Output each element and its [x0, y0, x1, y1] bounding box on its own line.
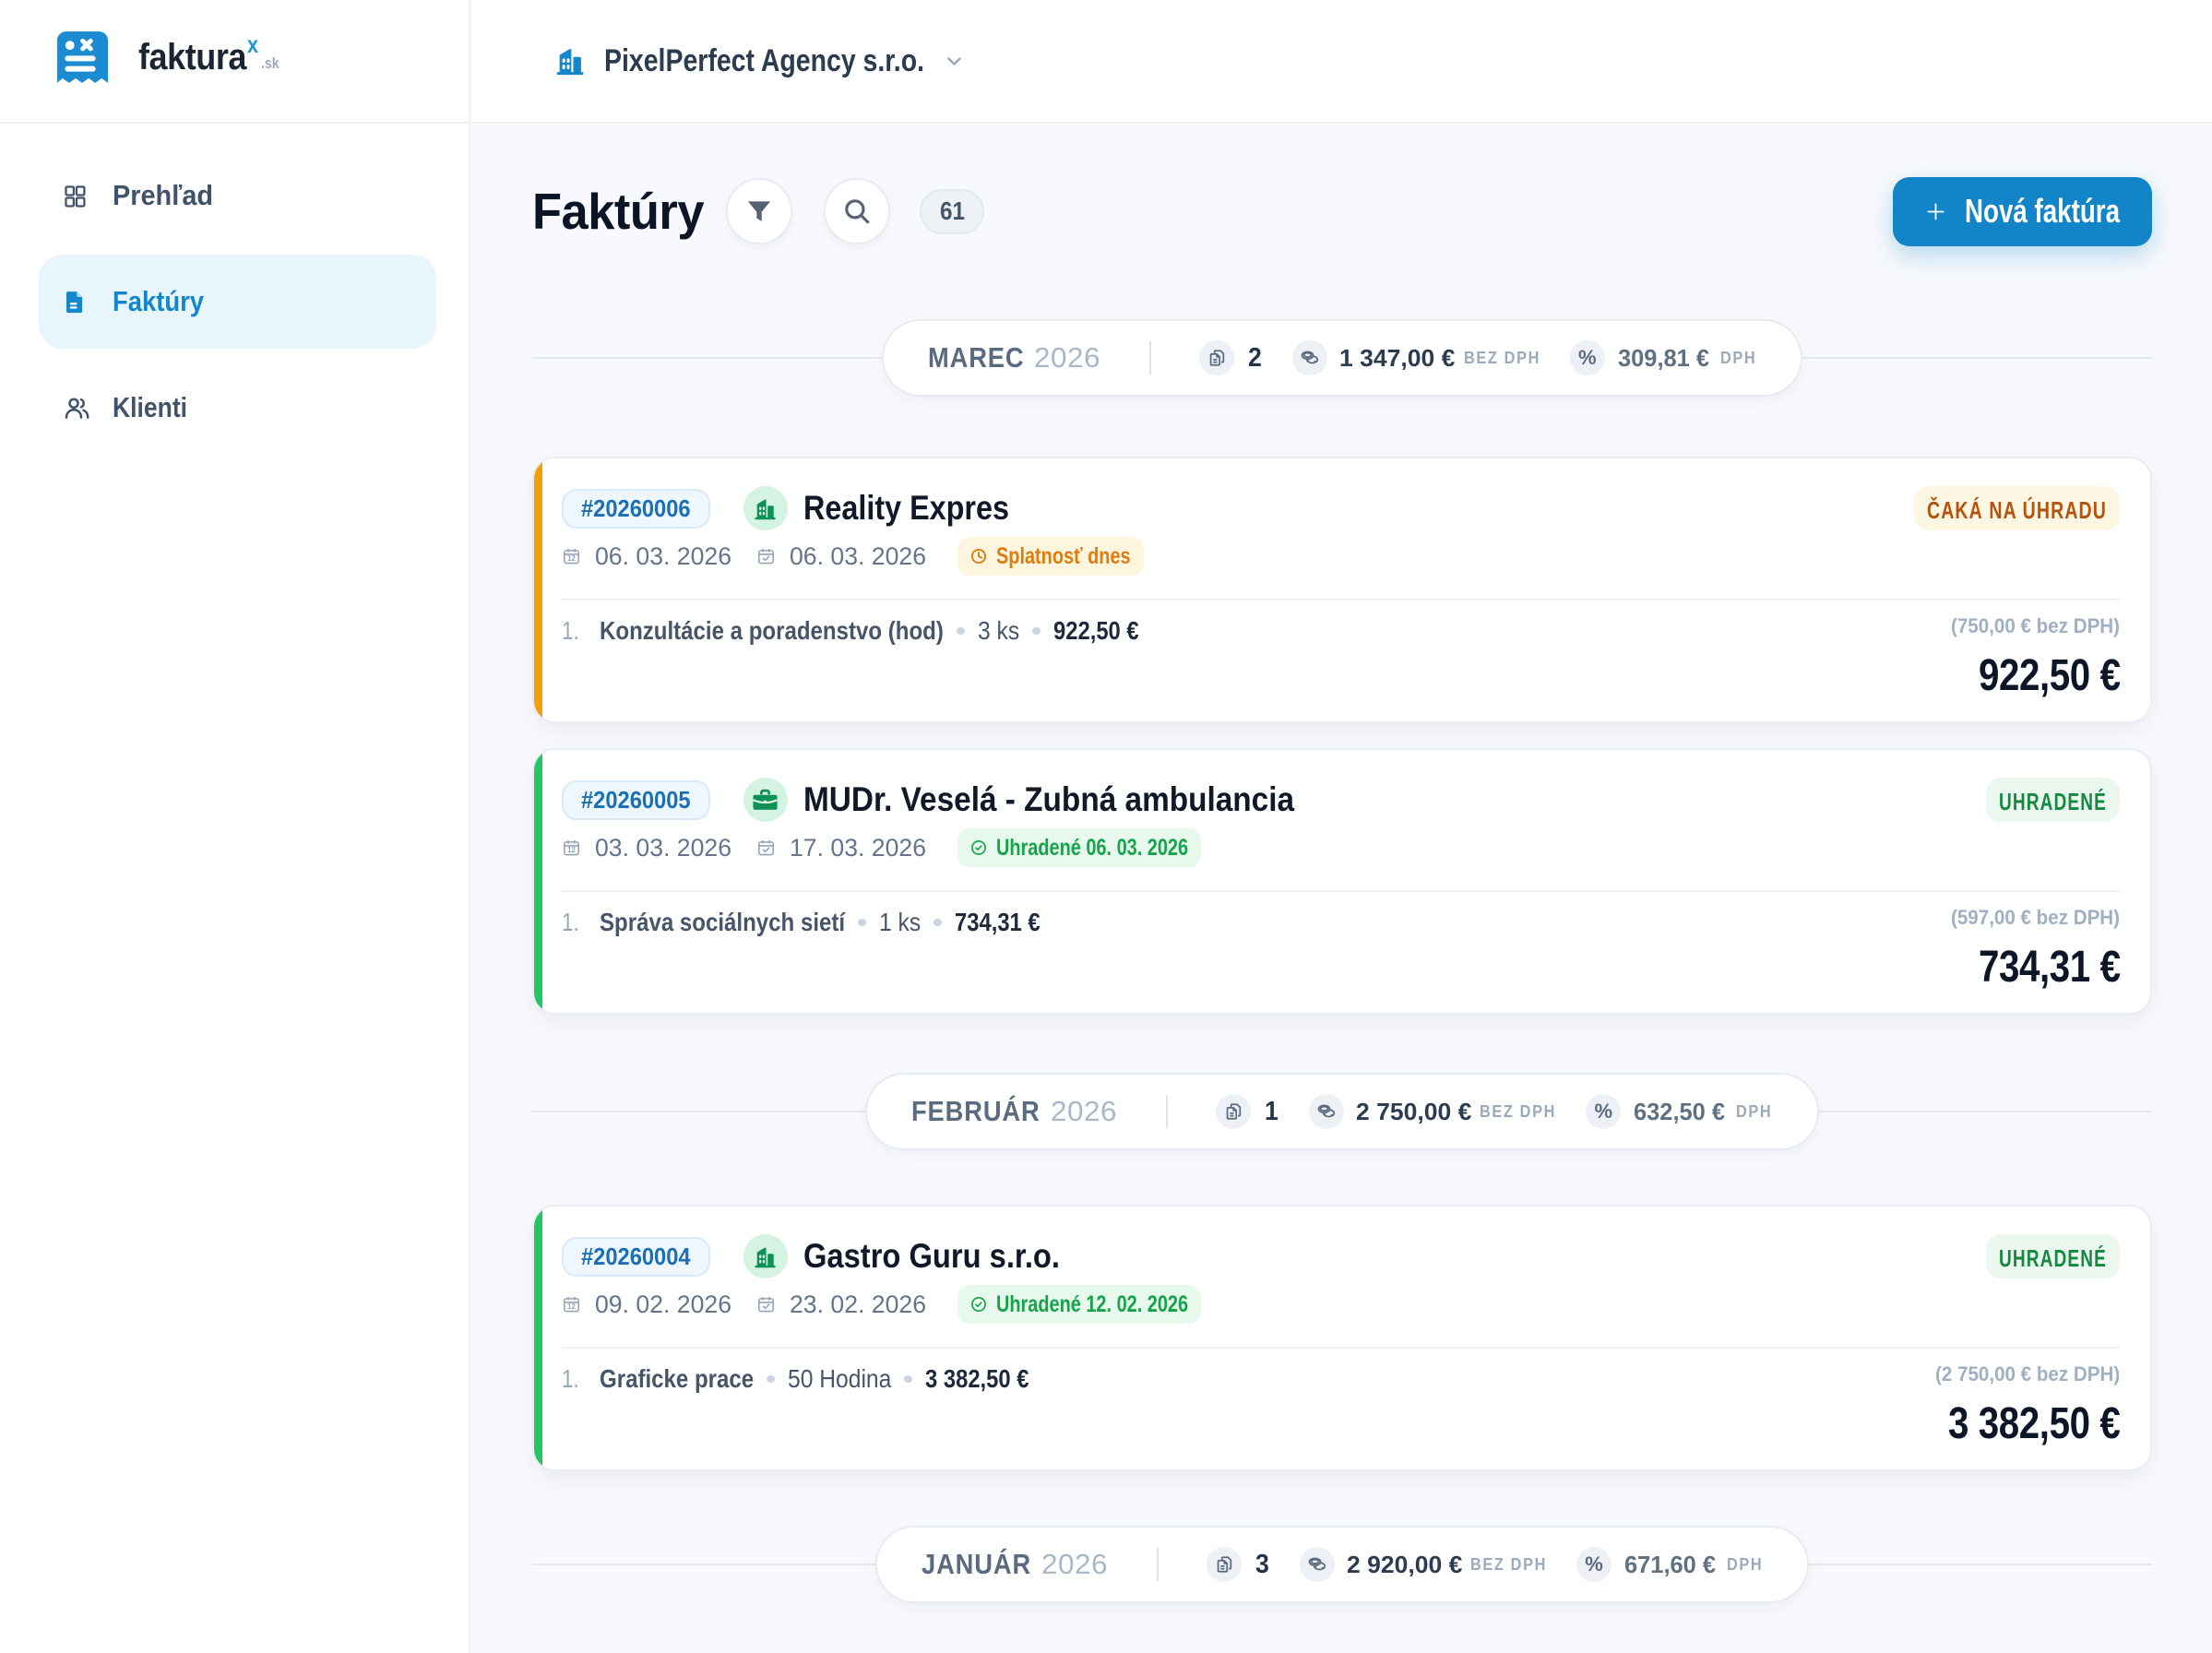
svg-text:12: 12: [567, 846, 576, 854]
svg-text:12: 12: [567, 1302, 576, 1311]
svg-text:12: 12: [567, 554, 576, 563]
